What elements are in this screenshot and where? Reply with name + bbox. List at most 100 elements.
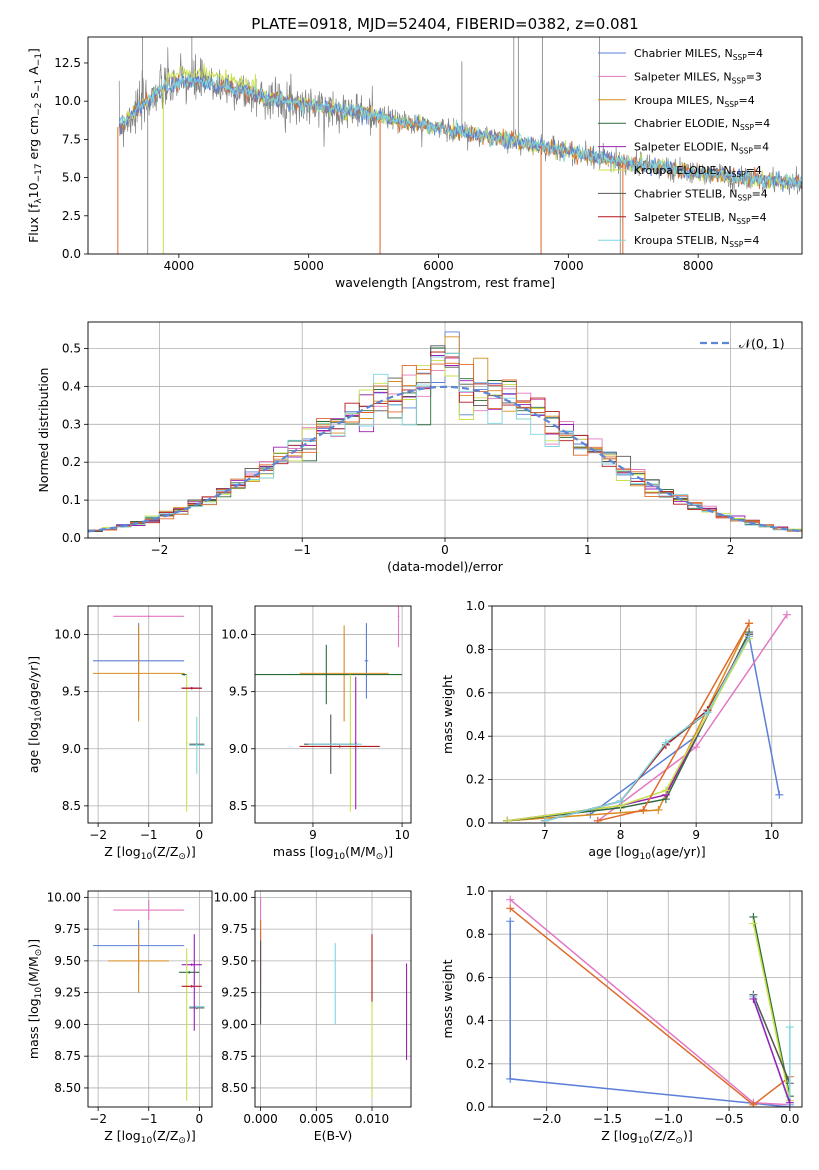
y-axis-label: Flux [fλ10−17 erg cm−2 s−1 A−1]: [26, 48, 44, 243]
legend-entry-sub: SSP: [739, 147, 754, 156]
x-axis-label-part: )]: [683, 1128, 693, 1143]
histogram-step: [88, 352, 802, 531]
x-tick-label: 2: [727, 543, 735, 557]
weight-series-line: [544, 636, 750, 822]
y-tick-label: 10.0: [221, 628, 248, 642]
legend-entry: Kroupa MILES, NSSP=4: [634, 94, 755, 109]
axes-frame: [87, 36, 803, 255]
y-tick-label: 1.0: [466, 884, 485, 898]
x-axis-label-part: (Z/Z: [152, 1128, 178, 1143]
y-axis-label-part: ]: [26, 48, 41, 53]
weight-point-marker: [749, 995, 758, 1003]
y-axis-label-part: age [log: [26, 722, 41, 773]
x-axis-label: Z [log10(Z/Z⊙)]: [104, 844, 195, 862]
x-axis-label-part: 10: [638, 1136, 650, 1146]
y-axis-label: Normed distribution: [36, 368, 51, 493]
legend-entry-sub: SSP: [740, 123, 755, 132]
x-tick-label: 5000: [293, 259, 324, 273]
weight-point-marker: [745, 619, 754, 628]
y-tick-label: 9.5: [62, 685, 81, 699]
panels: 4000 5000 6000 7000 80000.02.55.07.510.012.5…: [26, 36, 803, 1146]
x-axis-label-part: ⊙: [376, 852, 384, 862]
y-tick-label: 12.5: [54, 56, 81, 70]
x-tick-label: 6000: [423, 259, 454, 273]
y-tick-label: 9.00: [54, 1017, 81, 1031]
figure-title: PLATE=0918, MJD=52404, FIBERID=0382, z=0…: [251, 15, 638, 33]
x-axis-label-part: (age/yr)]: [651, 844, 706, 859]
legend-entry-text: =4: [753, 141, 769, 154]
weight-point-marker: [785, 1023, 794, 1032]
weight-point-marker: [503, 816, 512, 823]
axes-frame: [87, 321, 803, 539]
x-tick-label: 7000: [553, 259, 584, 273]
x-axis-label-part: 10: [334, 852, 346, 862]
y-tick-label: 10.0: [54, 628, 81, 642]
weight-point-marker: [749, 1100, 758, 1107]
y-tick-label: 8.5: [62, 799, 81, 813]
legend-entry-text: Kroupa STELIB, N: [634, 234, 729, 247]
y-tick-label: 0.4: [466, 1014, 485, 1028]
y-tick-label: 0.4: [62, 379, 81, 393]
y-tick-label: 0.1: [62, 493, 81, 507]
x-axis-label-part: )]: [186, 1128, 196, 1143]
legend-entry-text: Salpeter STELIB, N: [634, 211, 736, 224]
x-tick-label: 0.0: [780, 1112, 799, 1126]
y-axis-label-part: −1: [34, 53, 44, 66]
axes-frame: [491, 605, 803, 824]
x-axis-label-part: Z [log: [104, 1128, 140, 1143]
legend-entry-sub: SSP: [732, 76, 747, 85]
y-tick-label: 0.0: [62, 247, 81, 261]
x-tick-label: −2.0: [532, 1112, 561, 1126]
legend-entry-text: Salpeter ELODIE, N: [634, 141, 739, 154]
weight-point-marker: [782, 610, 791, 619]
x-axis-label-part: Z [log: [601, 1128, 637, 1143]
legend-entry-text: Kroupa MILES, N: [634, 94, 724, 107]
weight-series-line: [509, 921, 791, 1107]
y-axis-label: age [log10(age/yr)]: [26, 656, 44, 773]
weight-point-marker: [506, 904, 515, 913]
y-axis-label-part: Flux [f: [26, 203, 41, 243]
y-axis-label-part: erg cm: [26, 116, 41, 164]
y-tick-label: 9.00: [221, 1017, 248, 1031]
y-tick-label: 7.5: [62, 132, 81, 146]
x-tick-label: −2: [89, 828, 107, 842]
legend-entry-text: =4: [752, 187, 768, 200]
spectrum-model-line: [118, 73, 802, 192]
legend-entry-text: =4: [747, 47, 763, 60]
weight-series-line: [509, 899, 790, 1106]
y-tick-label: 0.2: [466, 773, 485, 787]
y-tick-label: 0.0: [466, 816, 485, 830]
weight-series-line: [752, 923, 791, 1101]
x-tick-label: 4000: [164, 259, 195, 273]
y-axis-label-part: −2: [34, 103, 44, 116]
legend-entry-sub: SSP: [729, 240, 744, 249]
y-tick-label: 0.3: [62, 417, 81, 431]
y-tick-label: 8.75: [54, 1049, 81, 1063]
y-tick-label: 10.00: [214, 890, 248, 904]
weight-point-marker: [639, 805, 648, 814]
y-tick-label: 9.5: [229, 685, 248, 699]
weight-series-line: [544, 636, 750, 822]
legend-entry-sub: SSP: [738, 193, 753, 202]
weight-point-marker: [703, 708, 712, 717]
weight-point-marker: [661, 738, 670, 747]
y-axis-label-part: 10: [26, 182, 41, 198]
weight-point-marker: [692, 743, 701, 752]
legend-entry-text: =4: [743, 234, 759, 247]
x-axis-label-part: 10: [141, 1136, 153, 1146]
plot-area: [88, 891, 212, 1107]
weight-series-line: [752, 998, 791, 1103]
x-axis-label-part: 10: [640, 852, 652, 862]
weight-point-marker: [506, 917, 515, 926]
x-tick-label: 0.005: [299, 1112, 333, 1126]
x-axis-label-part: )]: [383, 844, 393, 859]
y-tick-label: 10.00: [47, 890, 81, 904]
weight-series-line: [544, 633, 750, 822]
y-tick-label: 9.75: [54, 922, 81, 936]
y-axis-label-part: (M/M: [26, 956, 41, 987]
legend-entry: Chabrier ELODIE, NSSP=4: [634, 117, 770, 132]
x-axis-label-part: mass [log: [273, 844, 334, 859]
weight-series-line: [589, 634, 781, 815]
x-tick-label: −2: [89, 1112, 107, 1126]
